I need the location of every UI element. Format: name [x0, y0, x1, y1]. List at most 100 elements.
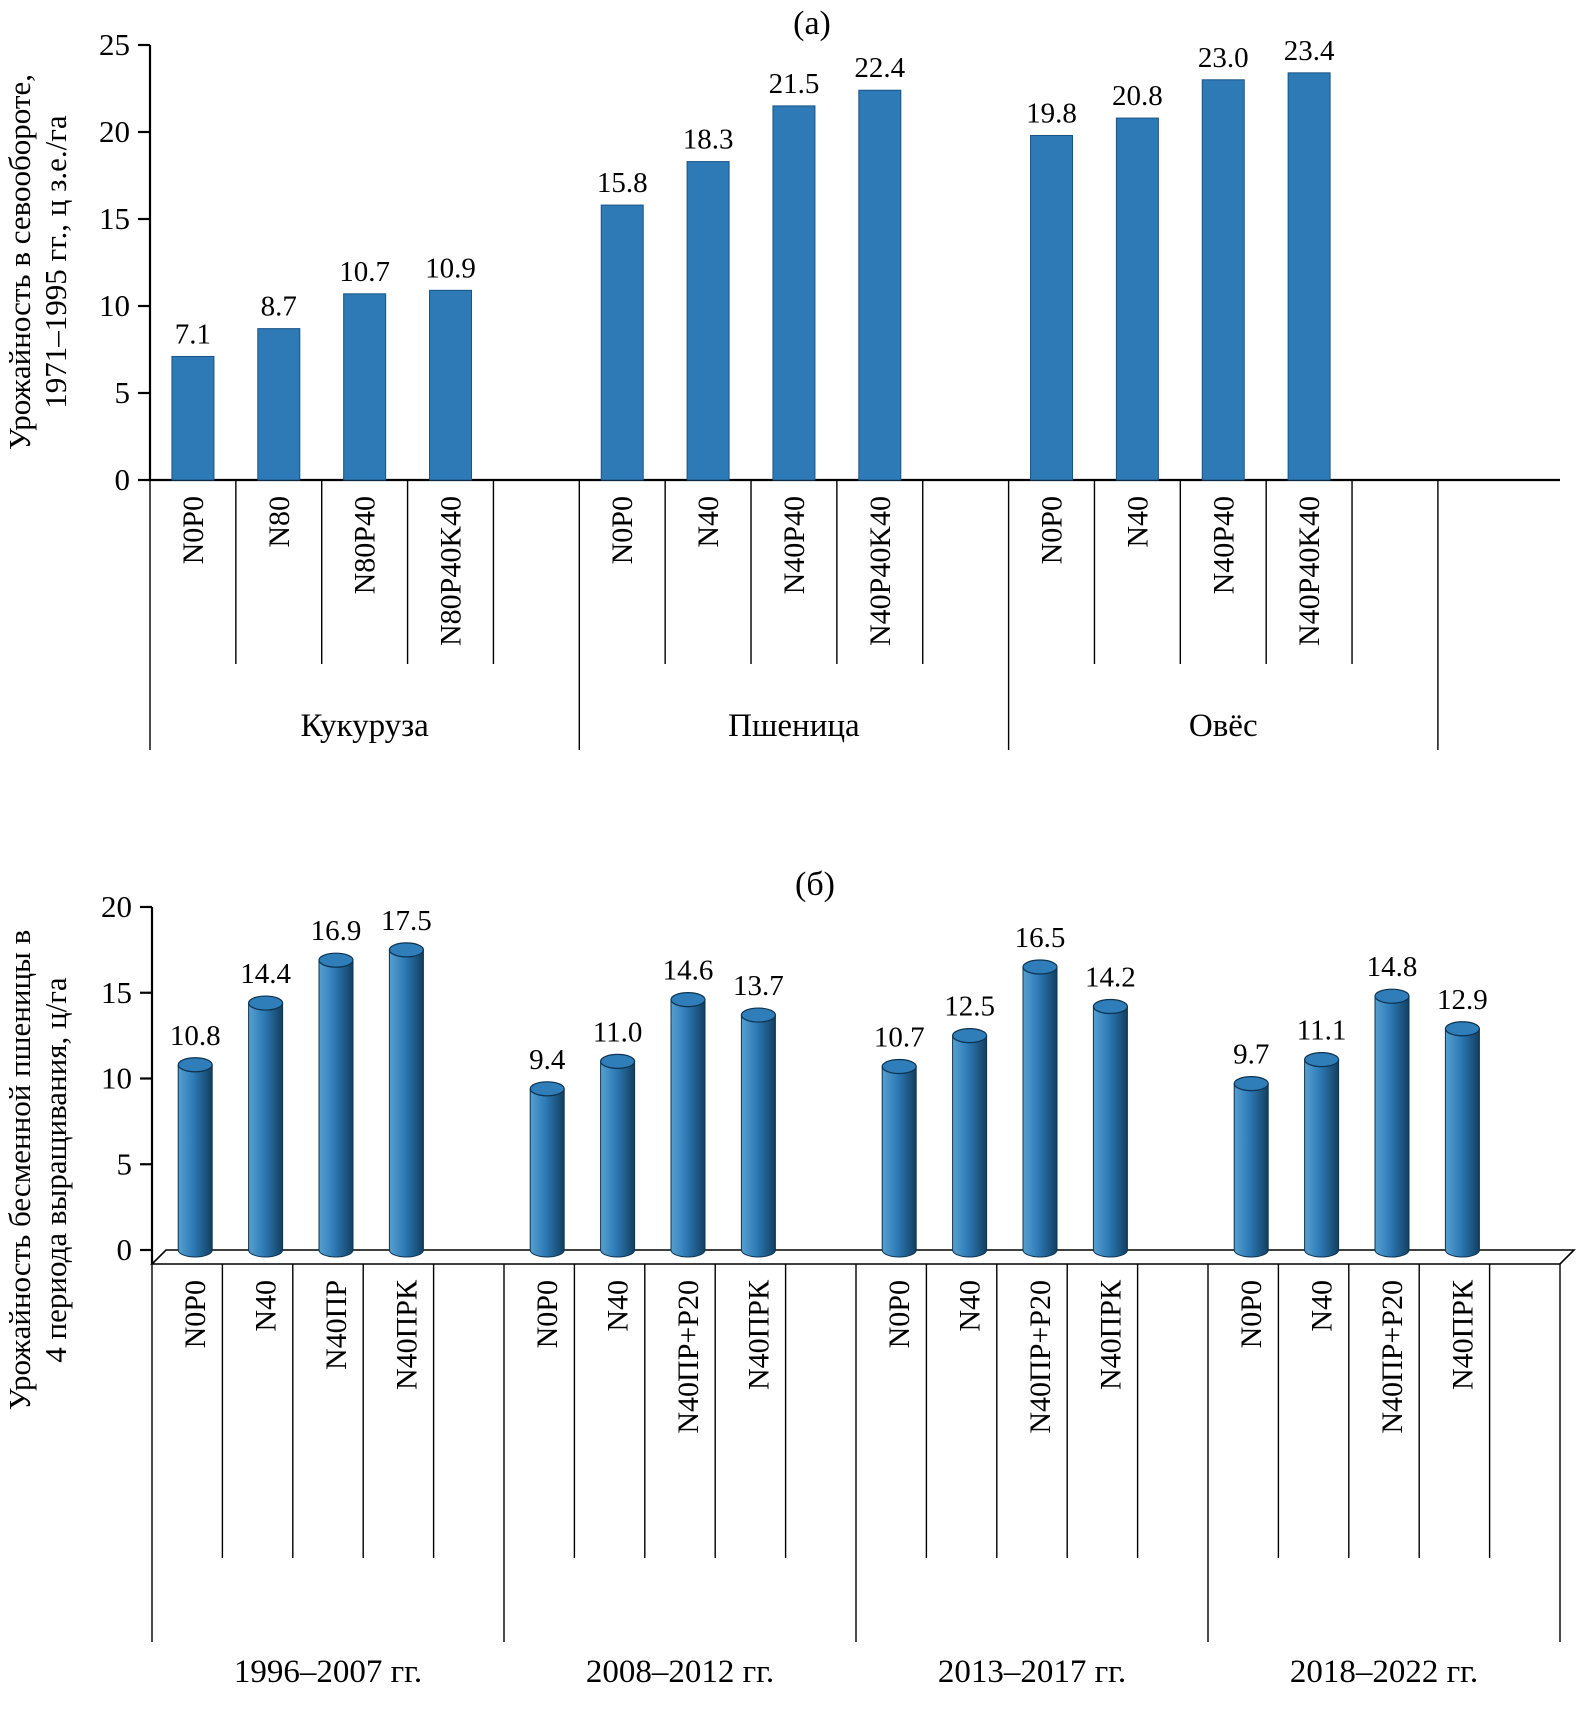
cylinder-bar	[670, 999, 706, 1258]
value-label: 14.6	[663, 955, 714, 987]
category-label: N40ПРК	[742, 1279, 775, 1390]
value-label: 21.5	[769, 68, 820, 100]
y-tick-label: 5	[115, 375, 131, 410]
value-label: 19.8	[1026, 97, 1077, 129]
group-label: Пшеница	[728, 708, 860, 744]
chart-a-svg: (а) Урожайность в севообороте, 1971–1995 г…	[2, 5, 1560, 750]
value-label: 10.7	[339, 256, 390, 288]
y-tick-label: 25	[99, 27, 130, 62]
cylinder-bar	[881, 1066, 917, 1258]
category-label: N0P0	[1235, 1280, 1268, 1348]
category-label: N40ПРК	[1094, 1279, 1127, 1390]
bar	[429, 289, 473, 481]
value-label: 11.1	[1297, 1015, 1347, 1047]
bar	[1030, 134, 1074, 481]
group-label: Овёс	[1189, 708, 1258, 744]
bar	[171, 355, 215, 481]
value-label: 20.8	[1112, 80, 1163, 112]
y-tick-label: 0	[115, 462, 131, 497]
bar	[600, 204, 644, 481]
y-tick-label: 15	[101, 975, 132, 1010]
cylinder-top	[740, 1007, 777, 1023]
value-label: 18.3	[683, 124, 734, 156]
cylinder-bar	[529, 1088, 565, 1258]
category-label: N80P40	[349, 496, 382, 594]
category-label: N40	[602, 1280, 635, 1332]
value-label: 15.8	[597, 167, 648, 199]
cylinder-bar	[1022, 966, 1058, 1258]
category-label: N40ПРК	[390, 1279, 423, 1390]
cylinder-top	[1444, 1021, 1481, 1037]
y-axis-title-line: 1971–1995 гг., ц з.е./га	[38, 115, 73, 409]
cylinder-bar	[600, 1061, 636, 1258]
group-label: 2018–2022 гг.	[1290, 1654, 1478, 1690]
category-label: N40	[692, 496, 725, 548]
cylinder-top	[388, 942, 424, 958]
value-label: 10.8	[170, 1020, 221, 1052]
value-label: 16.9	[311, 915, 362, 947]
cylinder-top	[1022, 959, 1058, 975]
value-label: 12.9	[1437, 984, 1488, 1016]
cylinder-top	[318, 952, 354, 968]
category-label: N0P0	[606, 496, 639, 564]
bar	[686, 161, 730, 481]
value-label: 7.1	[175, 318, 211, 350]
category-label: N40	[250, 1280, 283, 1332]
panel-label: (а)	[793, 5, 831, 42]
cylinder-bar	[1374, 996, 1410, 1258]
cylinder-top	[599, 1053, 636, 1069]
category-label: N0P0	[883, 1280, 916, 1348]
category-label: N40ПР+Р20	[1024, 1280, 1057, 1434]
group-label: 2008–2012 гг.	[586, 1654, 774, 1690]
y-axis-title-line: Урожайность в севообороте,	[2, 74, 37, 450]
cylinder-top	[177, 1057, 213, 1073]
value-label: 14.2	[1085, 961, 1136, 993]
category-label: N40ПР	[320, 1280, 353, 1370]
y-tick-label: 15	[99, 201, 130, 236]
y-axis-title-line: Урожайность бесменной пшеницы в	[2, 930, 37, 1411]
cylinder-top	[1233, 1076, 1269, 1092]
bar	[1115, 117, 1159, 481]
value-label: 13.7	[733, 970, 784, 1002]
value-label: 8.7	[261, 291, 297, 323]
bar	[343, 293, 387, 481]
value-label: 11.0	[593, 1016, 643, 1048]
group-label: Кукуруза	[300, 708, 429, 744]
category-label: N40P40	[778, 496, 811, 594]
category-label: N40ПРК	[1446, 1279, 1479, 1390]
cylinder-bar	[388, 949, 424, 1258]
group-label: 1996–2007 гг.	[234, 1654, 422, 1690]
bar	[772, 105, 816, 481]
cylinder-bar	[952, 1035, 988, 1258]
panel-label: (б)	[795, 866, 835, 903]
cylinder-top	[1092, 998, 1129, 1015]
category-label: N40ПР+Р20	[1376, 1280, 1409, 1434]
cylinder-bar	[740, 1014, 776, 1258]
cylinder-bar	[1092, 1006, 1128, 1258]
value-label: 23.0	[1198, 42, 1249, 74]
y-tick-label: 10	[99, 288, 130, 323]
category-label: N40P40K40	[1293, 496, 1326, 646]
category-label: N80P40K40	[435, 496, 468, 646]
y-tick-label: 10	[101, 1061, 132, 1096]
y-tick-label: 20	[99, 114, 130, 149]
cylinder-top	[529, 1081, 565, 1097]
value-label: 17.5	[381, 905, 432, 937]
category-label: N40	[1306, 1280, 1339, 1332]
bar	[858, 89, 902, 481]
y-tick-label: 5	[117, 1146, 133, 1181]
cylinder-top	[670, 992, 706, 1008]
cylinder-top	[881, 1058, 917, 1075]
category-label: N80	[263, 496, 296, 548]
bar	[1201, 79, 1245, 481]
bar	[257, 328, 301, 481]
value-label: 10.9	[425, 252, 476, 284]
category-label: N0P0	[531, 1280, 564, 1348]
bar	[1287, 72, 1331, 481]
category-label: N40P40K40	[864, 496, 897, 646]
category-label: N0P0	[179, 1280, 212, 1348]
category-label: N40ПР+Р20	[672, 1280, 705, 1434]
category-label: N40	[954, 1280, 987, 1332]
